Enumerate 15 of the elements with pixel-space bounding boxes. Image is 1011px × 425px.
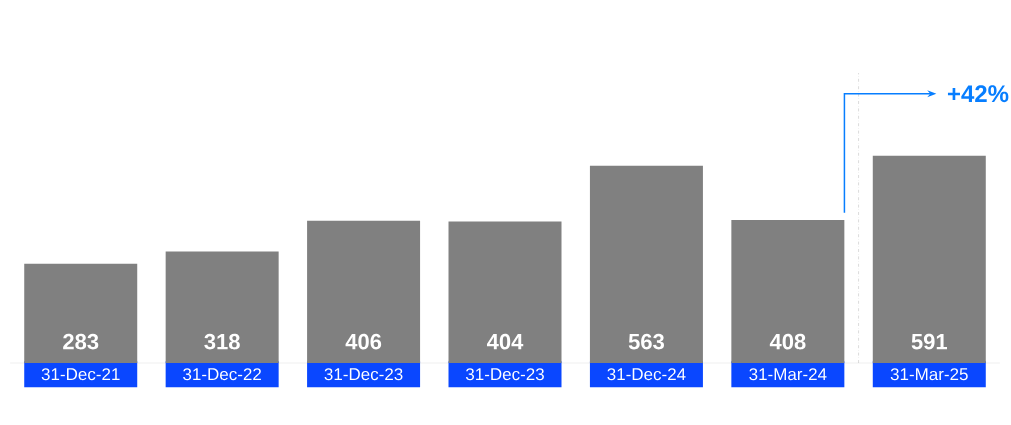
data-label: 283 — [63, 333, 99, 350]
x-tick-label: 31-Dec-23 — [324, 368, 403, 381]
x-tick-label: 31-Dec-22 — [183, 368, 261, 381]
x-tick-label: 31-Mar-24 — [749, 368, 827, 381]
data-label: 563 — [628, 333, 664, 350]
x-tick-label: 31-Dec-24 — [607, 368, 686, 381]
data-label: 318 — [204, 333, 240, 350]
data-label: 591 — [911, 333, 948, 350]
data-label: 406 — [345, 333, 382, 350]
x-tick-label: 31-Dec-21 — [41, 368, 120, 381]
data-label: 404 — [486, 333, 524, 350]
text: +42% — [947, 85, 1009, 103]
data-label: 408 — [769, 333, 806, 350]
x-tick-label: 31-Mar-25 — [890, 368, 968, 381]
x-tick-label: 31-Dec-23 — [465, 368, 544, 381]
